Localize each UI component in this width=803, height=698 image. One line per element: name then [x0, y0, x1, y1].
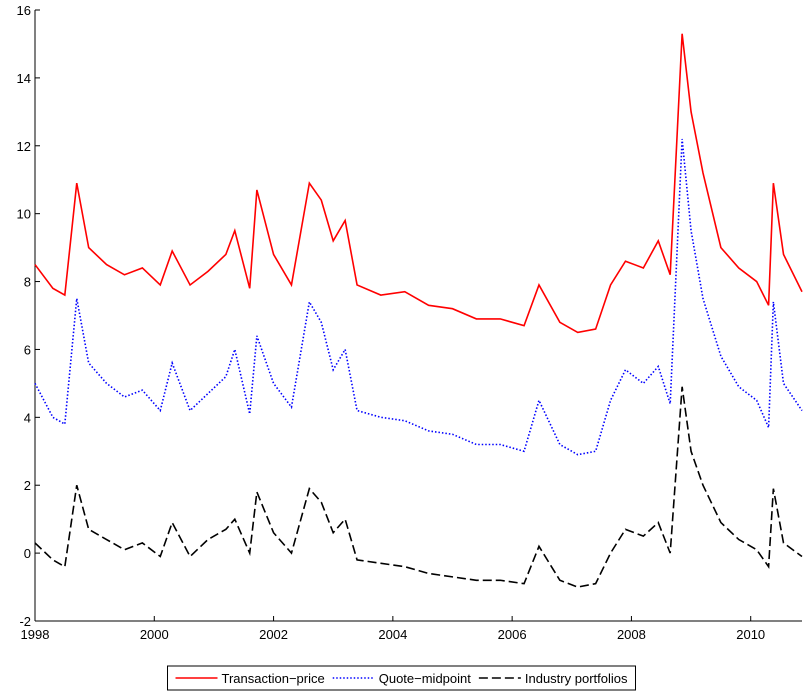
y-tick-label: 12 [17, 139, 31, 154]
series-line [34, 386, 803, 588]
x-tick-label: 2010 [736, 627, 765, 642]
y-tick-label: 16 [17, 3, 31, 18]
x-tick-label: 2008 [617, 627, 646, 642]
x-tick-label: 1998 [21, 627, 50, 642]
legend: Transaction−price Quote−midpoint Industry … [167, 665, 636, 691]
x-tick-label: 2006 [498, 627, 527, 642]
x-tick-label: 2002 [259, 627, 288, 642]
legend-label: Industry portfolios [525, 671, 628, 686]
y-tick-label: 14 [17, 71, 31, 86]
series-line [34, 33, 803, 334]
legend-label: Quote−midpoint [379, 671, 472, 686]
legend-box [167, 665, 636, 691]
y-tick-label: 6 [24, 342, 31, 357]
x-tick-label: 2004 [378, 627, 407, 642]
y-tick-label: 0 [24, 546, 31, 561]
y-tick-label: -2 [19, 614, 31, 629]
y-tick-label: 8 [24, 275, 31, 290]
y-tick-label: 4 [24, 410, 31, 425]
y-tick-label: 10 [17, 207, 31, 222]
legend-label: Transaction−price [222, 671, 325, 686]
series-line [34, 138, 803, 456]
y-tick-label: 2 [24, 478, 31, 493]
x-tick-label: 2000 [140, 627, 169, 642]
